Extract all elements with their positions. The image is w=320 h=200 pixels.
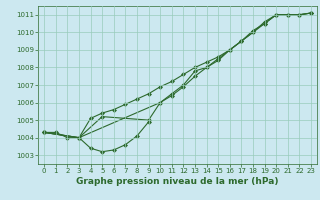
X-axis label: Graphe pression niveau de la mer (hPa): Graphe pression niveau de la mer (hPa)	[76, 177, 279, 186]
